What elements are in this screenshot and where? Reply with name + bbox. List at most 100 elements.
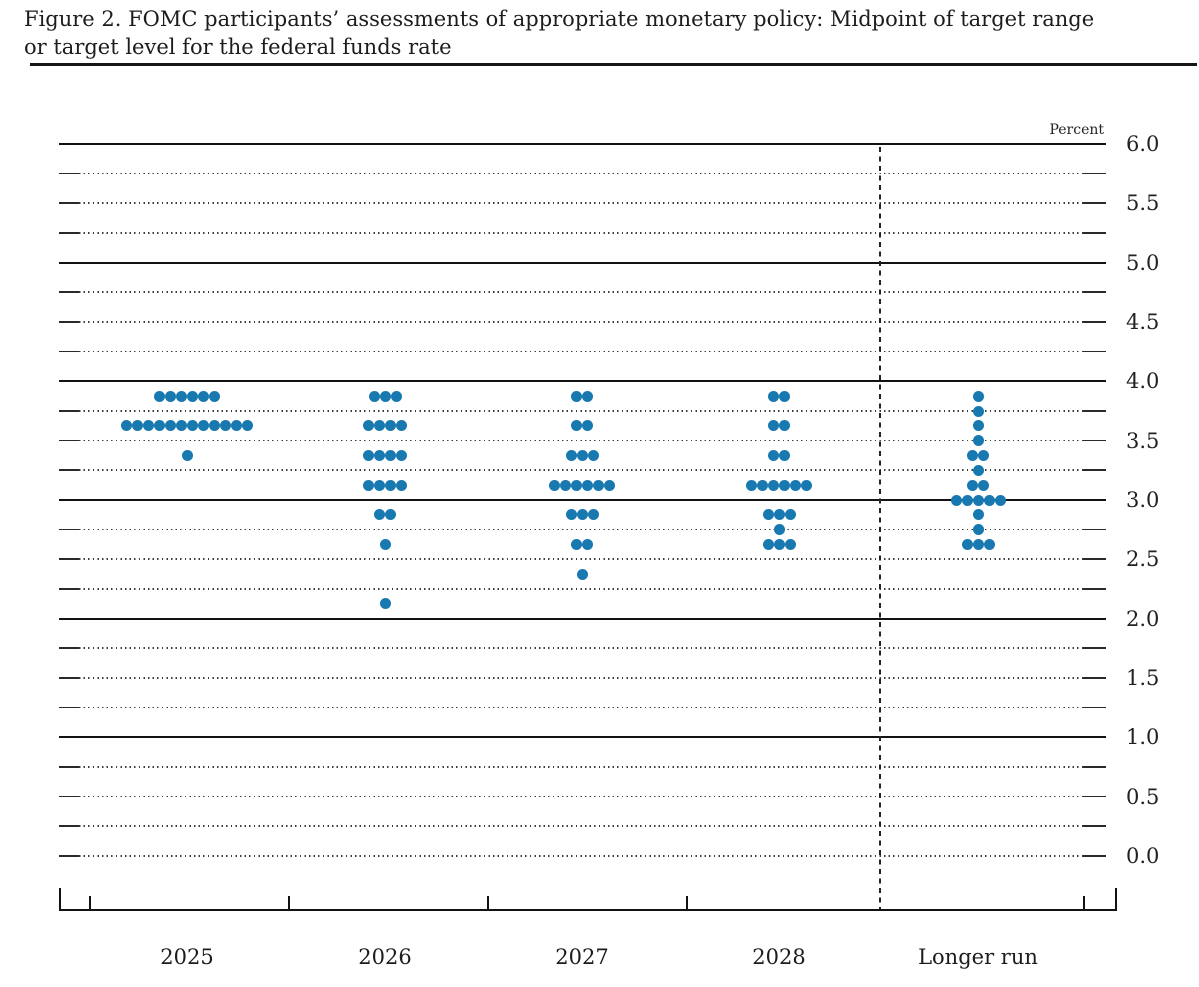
projection-dot (181, 450, 193, 461)
gridline-solid (59, 143, 1106, 145)
projection-dot (978, 450, 989, 461)
gridline-solid (59, 380, 1106, 383)
gridline-dotted (59, 291, 1106, 294)
projection-dot (379, 598, 391, 610)
projection-dot (967, 450, 978, 461)
gridline-dots (79, 825, 1083, 828)
gridline-dots (79, 439, 1083, 442)
projection-dot (773, 509, 785, 521)
projection-dot (784, 509, 796, 521)
longer-run-separator (879, 147, 881, 909)
projection-dot (571, 539, 582, 550)
gridline-dotted (59, 528, 1106, 531)
gridline-left-tick (59, 825, 79, 828)
gridline-left-tick (59, 291, 79, 294)
projection-dot (368, 390, 380, 402)
gridline-left-tick (59, 706, 79, 709)
projection-dot (972, 524, 984, 536)
y-axis-label: 6.0 (1126, 132, 1160, 156)
gridline-left-tick (59, 558, 79, 561)
projection-dot (779, 390, 790, 402)
gridline-left-tick (59, 172, 79, 175)
gridline-left-tick (59, 321, 79, 323)
gridline-left-tick (59, 647, 79, 650)
gridline-right-tick (1083, 825, 1106, 828)
projection-dot (762, 509, 774, 521)
projection-dot (801, 479, 812, 491)
gridline-dots (79, 706, 1083, 709)
gridline-left-tick (59, 439, 79, 442)
projection-dot (396, 479, 407, 491)
projection-dot (242, 420, 253, 432)
projection-dot (768, 479, 779, 491)
gridline-left-tick (59, 232, 79, 234)
gridline-dotted (59, 232, 1106, 234)
gridline-dots (79, 202, 1083, 205)
gridline-dots (79, 558, 1083, 561)
projection-dot (978, 479, 989, 491)
figure-title-line2: or target level for the federal funds ra… (24, 35, 452, 59)
projection-dot (374, 509, 385, 521)
projection-dot (396, 420, 407, 432)
projection-dot (582, 420, 593, 432)
projection-dot (587, 509, 599, 521)
projection-dot (385, 509, 396, 521)
gridline-right-tick (1083, 677, 1106, 679)
projection-dot (961, 494, 973, 506)
projection-dot (576, 568, 588, 580)
gridline-right-tick (1083, 469, 1106, 472)
gridline-right-tick (1083, 588, 1106, 590)
x-axis-label: Longer run (918, 945, 1038, 969)
projection-dot (560, 479, 571, 491)
projection-dot (209, 420, 220, 432)
y-axis-label: 5.5 (1126, 191, 1160, 216)
gridline-dots (79, 647, 1083, 650)
projection-dot (972, 494, 984, 506)
projection-dot (374, 420, 385, 432)
gridline-dotted (59, 410, 1106, 412)
gridline-solid (59, 499, 1106, 501)
y-axis-label: 3.5 (1126, 428, 1160, 453)
gridline-dots (79, 232, 1083, 234)
gridline-right-tick (1083, 410, 1106, 412)
projection-dot (972, 539, 984, 550)
x-axis-label: 2028 (752, 945, 806, 969)
projection-dot (549, 479, 560, 491)
projection-dot (582, 390, 593, 402)
gridline-dotted (59, 558, 1106, 561)
gridline-dotted (59, 350, 1106, 353)
projection-dot (972, 420, 984, 432)
projection-dot (121, 420, 132, 432)
gridline-right-tick (1083, 232, 1106, 234)
gridline-left-tick (59, 410, 79, 412)
projection-dot (374, 479, 385, 491)
projection-dot (363, 479, 374, 491)
gridline-dotted (59, 825, 1106, 828)
y-axis-label: 2.5 (1126, 547, 1160, 572)
gridline-dots (79, 677, 1083, 679)
title-divider (30, 63, 1197, 66)
projection-dot (967, 479, 978, 491)
gridline-dotted (59, 321, 1106, 323)
projection-dot (187, 390, 198, 402)
projection-dot (768, 420, 779, 432)
gridline-right-tick (1083, 706, 1106, 709)
projection-dot (571, 420, 582, 432)
gridline-right-tick (1083, 172, 1106, 175)
projection-dot (779, 420, 790, 432)
gridline-right-tick (1083, 528, 1106, 531)
gridline-left-tick (59, 350, 79, 353)
projection-dot (593, 479, 604, 491)
gridline-left-tick (59, 855, 79, 857)
projection-dot (154, 420, 165, 432)
y-axis-label: 1.0 (1126, 725, 1160, 750)
projection-dot (176, 420, 187, 432)
projection-dot (187, 420, 198, 432)
projection-dot (757, 479, 768, 491)
projection-dot (762, 539, 774, 550)
gridline-left-tick (59, 766, 79, 768)
gridline-dots (79, 528, 1083, 531)
x-axis-label: 2025 (160, 945, 214, 969)
projection-dot (363, 420, 374, 432)
